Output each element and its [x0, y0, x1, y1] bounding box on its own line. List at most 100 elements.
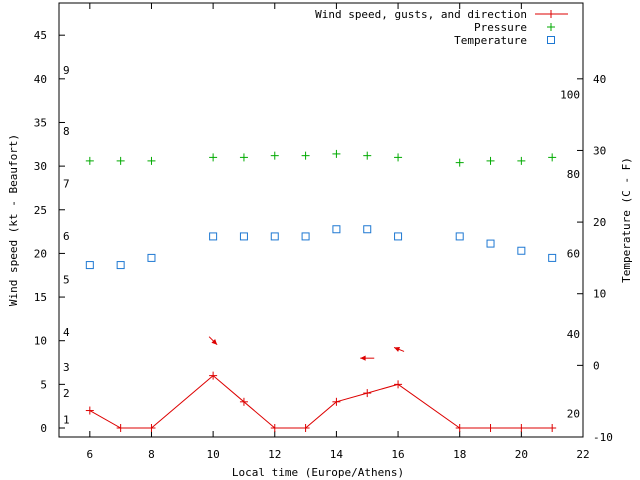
- y-tick-label: 35: [34, 116, 47, 129]
- y-tick-label: 20: [34, 247, 47, 260]
- x-tick-label: 12: [268, 448, 281, 461]
- data-point: [332, 397, 341, 406]
- data-point: [363, 389, 372, 398]
- x-tick-label: 14: [330, 448, 344, 461]
- data-point: [517, 156, 526, 165]
- y2-tick-label: 30: [593, 144, 606, 157]
- data-point: [147, 156, 156, 165]
- x-tick-label: 16: [391, 448, 404, 461]
- data-point: [548, 153, 557, 162]
- y-tick-label: 15: [34, 291, 47, 304]
- legend-label: Pressure: [474, 21, 527, 34]
- tick-labels: 6 8 10 12 14 16 18 20 22051015202530354045-10010…: [34, 29, 613, 461]
- data-point: [270, 424, 279, 432]
- x-tick-label: 6: [87, 448, 94, 461]
- wind-arrow: [360, 355, 375, 361]
- data-point: [239, 232, 248, 241]
- data-point: [209, 153, 218, 162]
- y-tick-label: 30: [34, 160, 47, 173]
- data-point: [301, 424, 310, 432]
- y-tick-label: 45: [34, 29, 47, 42]
- data-point: [332, 225, 341, 234]
- data-point: [394, 232, 403, 241]
- x-tick-label: 20: [515, 448, 528, 461]
- data-point: [270, 151, 279, 160]
- data-point: [455, 424, 464, 432]
- y2-tick-label: 40: [593, 73, 606, 86]
- x-tick-label: 10: [206, 448, 219, 461]
- data-point: [301, 232, 310, 241]
- wind-arrow-head: [360, 355, 366, 361]
- fahrenheit-label: 80: [567, 168, 580, 181]
- y-tick-label: 40: [34, 73, 47, 86]
- data-point: [301, 151, 310, 160]
- beaufort-label: 9: [63, 64, 70, 77]
- data-point: [394, 153, 403, 162]
- wind-arrow-head: [394, 347, 401, 352]
- data-point: [486, 424, 495, 432]
- x-tick-label: 18: [453, 448, 466, 461]
- y-tick-label: 10: [34, 335, 47, 348]
- series-line: [89, 374, 553, 429]
- legend: Wind speed, gusts, and directionPressure…: [315, 8, 568, 47]
- fahrenheit-label: 40: [567, 328, 580, 341]
- wind-arrow-head: [211, 339, 218, 345]
- wind-arrow: [393, 346, 405, 352]
- data-point: [363, 151, 372, 160]
- data-point: [548, 253, 557, 262]
- wind-arrow: [208, 336, 218, 346]
- data-point: [486, 156, 495, 165]
- data-point: [239, 153, 248, 162]
- axis-ticks: [59, 3, 584, 438]
- data-point: [547, 10, 555, 18]
- y-axis-label: Wind speed (kt - Beaufort): [7, 134, 20, 306]
- legend-label: Temperature: [454, 34, 527, 47]
- legend-label: Wind speed, gusts, and direction: [315, 8, 527, 21]
- y2-tick-label: 0: [593, 359, 600, 372]
- beaufort-label: 2: [63, 387, 70, 400]
- data-point: [455, 158, 464, 167]
- y-tick-label: 25: [34, 204, 47, 217]
- data-point: [209, 371, 218, 380]
- fahrenheit-label: 100: [560, 89, 580, 102]
- data-point: [486, 239, 495, 248]
- data-point: [147, 253, 156, 262]
- fahrenheit-label: 20: [567, 407, 580, 420]
- data-point: [116, 424, 125, 432]
- y2-tick-label: 10: [593, 288, 606, 301]
- beaufort-label: 3: [63, 361, 70, 374]
- beaufort-label: 1: [63, 413, 70, 426]
- y-tick-label: 0: [40, 422, 47, 435]
- data-point: [85, 261, 94, 270]
- data-point: [116, 261, 125, 270]
- beaufort-label: 8: [63, 125, 70, 138]
- fahrenheit-label: 60: [567, 248, 580, 261]
- data-point: [85, 406, 94, 415]
- data-point: [85, 156, 94, 165]
- data-point: [547, 36, 555, 44]
- data-point: [332, 149, 341, 158]
- data-point: [239, 397, 248, 406]
- x-axis-label: Local time (Europe/Athens): [232, 466, 404, 479]
- y2-tick-label: -10: [593, 431, 613, 444]
- beaufort-label: 6: [63, 230, 70, 243]
- data-point: [455, 232, 464, 241]
- beaufort-label: 4: [63, 326, 70, 339]
- data-point: [116, 156, 125, 165]
- beaufort-label: 5: [63, 274, 70, 287]
- y2-tick-label: 20: [593, 216, 606, 229]
- plot-frame: [58, 2, 584, 438]
- data-point: [548, 424, 557, 432]
- y2-axis-label: Temperature (C - F): [620, 157, 633, 283]
- x-tick-label: 8: [148, 448, 155, 461]
- data-point: [363, 225, 372, 234]
- x-tick-label: 22: [576, 448, 589, 461]
- y-tick-label: 5: [40, 378, 47, 391]
- data-point: [547, 23, 555, 31]
- data-point: [209, 232, 218, 241]
- beaufort-label: 7: [63, 178, 70, 191]
- data-point: [517, 424, 526, 432]
- data-point: [147, 424, 156, 432]
- data-point: [270, 232, 279, 241]
